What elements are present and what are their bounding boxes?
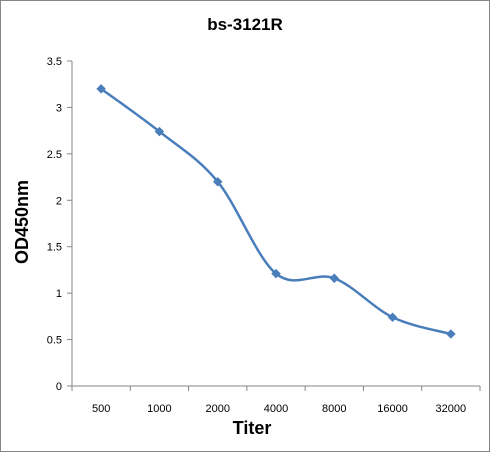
y-axis-title: OD450nm — [12, 180, 32, 264]
data-point-marker — [446, 329, 456, 339]
x-tick-label: 2000 — [205, 403, 229, 415]
data-point-marker — [329, 273, 340, 284]
data-point-marker — [271, 268, 281, 279]
y-tick-label: 3.5 — [47, 56, 62, 68]
data-point-marker — [96, 84, 106, 94]
y-tick-label: 1.5 — [47, 242, 62, 254]
data-point-marker — [212, 176, 223, 187]
data-point-marker — [154, 126, 165, 137]
y-tick-label: 3 — [56, 102, 62, 114]
x-axis-title: Titer — [233, 418, 272, 438]
x-ticks: 500 1000 2000 4000 8000 16000 32000 — [71, 386, 481, 415]
y-tick-label: 0 — [56, 381, 62, 393]
x-tick-label: 4000 — [264, 403, 288, 415]
x-tick-label: 1000 — [147, 403, 171, 415]
y-tick-label: 2 — [56, 195, 62, 207]
data-point-marker — [387, 312, 398, 323]
y-tick-label: 2.5 — [47, 149, 62, 161]
chart-title: bs-3121R — [207, 15, 283, 34]
x-tick-label: 16000 — [377, 403, 408, 415]
x-tick-label: 32000 — [436, 403, 467, 415]
x-tick-label: 8000 — [322, 403, 346, 415]
y-tick-label: 1 — [56, 288, 62, 300]
y-ticks: 0 0.5 1 1.5 2 2.5 3 3.5 — [47, 56, 72, 393]
x-tick-label: 500 — [92, 403, 110, 415]
y-tick-label: 0.5 — [47, 335, 62, 347]
marker-layer — [96, 84, 456, 339]
